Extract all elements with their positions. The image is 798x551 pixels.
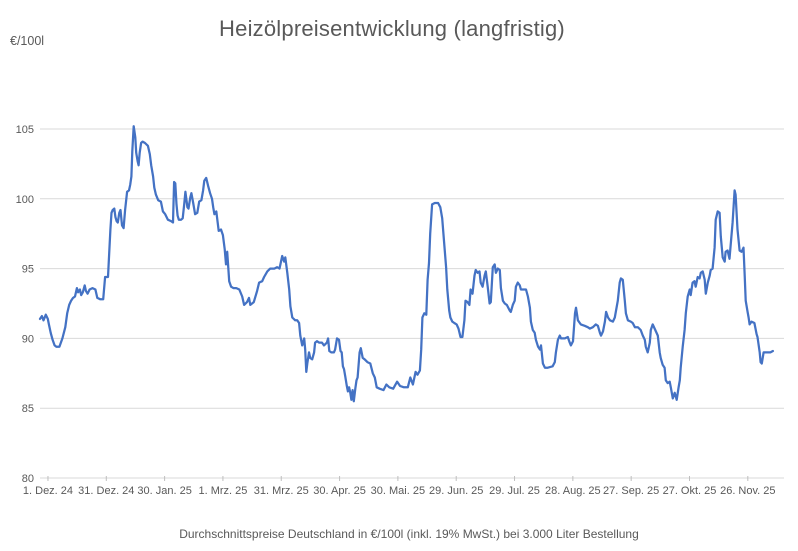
y-tick-label: 85 (22, 403, 34, 415)
y-tick-label: 80 (22, 473, 34, 485)
x-tick-label: 27. Sep. 25 (603, 485, 659, 497)
x-tick-label: 29. Jul. 25 (489, 485, 540, 497)
gridlines (40, 128, 784, 479)
x-tick-label: 30. Mai. 25 (371, 485, 425, 497)
x-tick-label: 26. Nov. 25 (720, 485, 775, 497)
x-tick-label: 30. Jan. 25 (137, 485, 191, 497)
y-tick-label: 105 (16, 124, 34, 136)
y-tick-label: 90 (22, 333, 34, 345)
y-axis-unit-label: €/100l (10, 34, 45, 48)
x-tick-label: 1. Dez. 24 (23, 485, 73, 497)
chart-title: Heizölpreisentwicklung (langfristig) (219, 16, 565, 41)
x-tick-label: 30. Apr. 25 (313, 485, 366, 497)
price-line (38, 125, 775, 403)
x-axis-labels: 1. Dez. 24 31. Dez. 24 30. Jan. 25 1. Mrz. … (23, 476, 776, 497)
x-tick-label: 29. Jun. 25 (429, 485, 483, 497)
chart-footer-note: Durchschnittspreise Deutschland in €/100… (179, 527, 639, 541)
y-axis-labels: 80 85 90 95 100 105 (16, 124, 34, 485)
x-tick-label: 31. Dez. 24 (78, 485, 134, 497)
y-tick-label: 100 (16, 194, 34, 206)
x-tick-label: 28. Aug. 25 (545, 485, 601, 497)
x-tick-label: 1. Mrz. 25 (198, 485, 247, 497)
x-tick-label: 27. Okt. 25 (663, 485, 717, 497)
y-tick-label: 95 (22, 264, 34, 276)
x-tick-label: 31. Mrz. 25 (254, 485, 309, 497)
